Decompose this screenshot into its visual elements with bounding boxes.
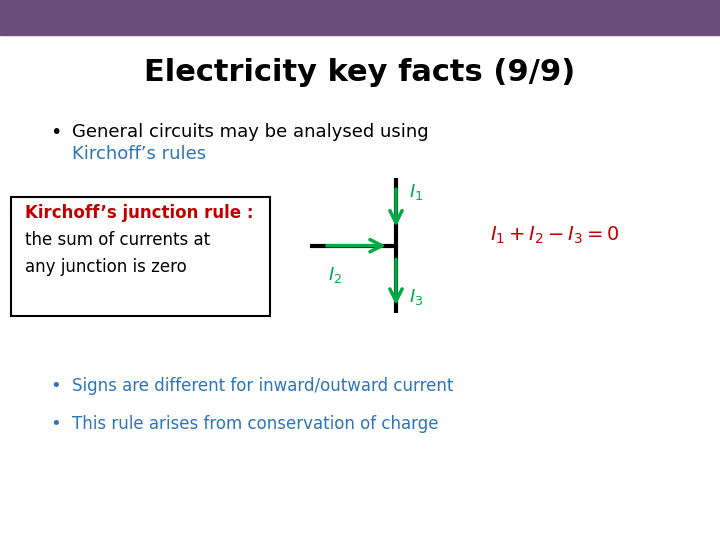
Text: the sum of currents at: the sum of currents at xyxy=(25,231,210,249)
Text: •: • xyxy=(50,377,61,395)
FancyBboxPatch shape xyxy=(11,197,270,316)
Text: •: • xyxy=(50,415,61,433)
Text: General circuits may be analysed using: General circuits may be analysed using xyxy=(72,123,434,141)
Text: •: • xyxy=(50,123,62,142)
Text: This rule arises from conservation of charge: This rule arises from conservation of ch… xyxy=(72,415,438,433)
Bar xyxy=(0,0,720,35)
Text: $I_1$: $I_1$ xyxy=(409,181,423,202)
Text: Signs are different for inward/outward current: Signs are different for inward/outward c… xyxy=(72,377,454,395)
Text: $I_1 + I_2 - I_3 = 0$: $I_1 + I_2 - I_3 = 0$ xyxy=(490,224,619,246)
Text: Kirchoff’s junction rule :: Kirchoff’s junction rule : xyxy=(25,204,253,222)
Text: $I_2$: $I_2$ xyxy=(328,265,342,286)
Text: $I_3$: $I_3$ xyxy=(409,287,423,307)
Text: any junction is zero: any junction is zero xyxy=(25,258,187,276)
Text: Electricity key facts (9/9): Electricity key facts (9/9) xyxy=(145,58,575,87)
Text: Kirchoff’s rules: Kirchoff’s rules xyxy=(72,145,206,163)
